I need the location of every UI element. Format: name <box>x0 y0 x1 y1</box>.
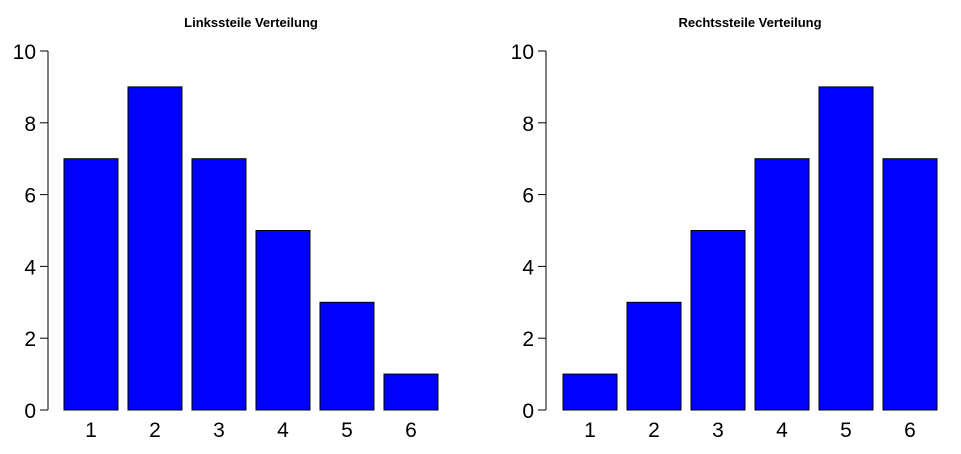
x-tick-label: 1 <box>85 419 97 442</box>
y-tick-label: 2 <box>24 328 36 351</box>
y-tick-label: 6 <box>24 185 36 208</box>
bar-3 <box>690 230 746 411</box>
bar-2 <box>127 86 183 411</box>
y-tick-label: 8 <box>24 113 36 136</box>
y-tick-label: 2 <box>522 328 534 351</box>
bar-4 <box>255 230 311 411</box>
bar-1 <box>562 373 618 411</box>
y-tick-label: 0 <box>24 400 36 423</box>
x-tick-label: 3 <box>213 419 225 442</box>
x-tick-label: 2 <box>149 419 161 442</box>
y-tick-label: 8 <box>522 113 534 136</box>
bar-5 <box>818 86 874 411</box>
x-tick-label: 1 <box>584 419 596 442</box>
chart-title: Linkssteile Verteilung <box>184 15 318 30</box>
bar-2 <box>626 301 682 411</box>
x-tick-label: 4 <box>776 419 788 442</box>
y-tick-label: 10 <box>13 41 36 64</box>
x-tick-label: 4 <box>277 419 289 442</box>
chart-title: Rechtssteile Verteilung <box>678 15 821 30</box>
bar-3 <box>191 158 247 411</box>
x-tick-label: 3 <box>712 419 724 442</box>
y-tick-label: 4 <box>522 256 534 279</box>
bar-1 <box>63 158 119 411</box>
bar-4 <box>754 158 810 411</box>
x-tick-label: 6 <box>405 419 417 442</box>
x-tick-label: 5 <box>840 419 852 442</box>
x-tick-label: 2 <box>648 419 660 442</box>
y-tick-label: 6 <box>522 185 534 208</box>
bar-6 <box>882 158 938 411</box>
bar-5 <box>319 301 375 411</box>
y-tick-label: 10 <box>511 41 534 64</box>
x-tick-label: 5 <box>341 419 353 442</box>
y-tick-label: 4 <box>24 256 36 279</box>
x-tick-label: 6 <box>904 419 916 442</box>
bar-6 <box>383 373 439 411</box>
y-tick-label: 0 <box>522 400 534 423</box>
